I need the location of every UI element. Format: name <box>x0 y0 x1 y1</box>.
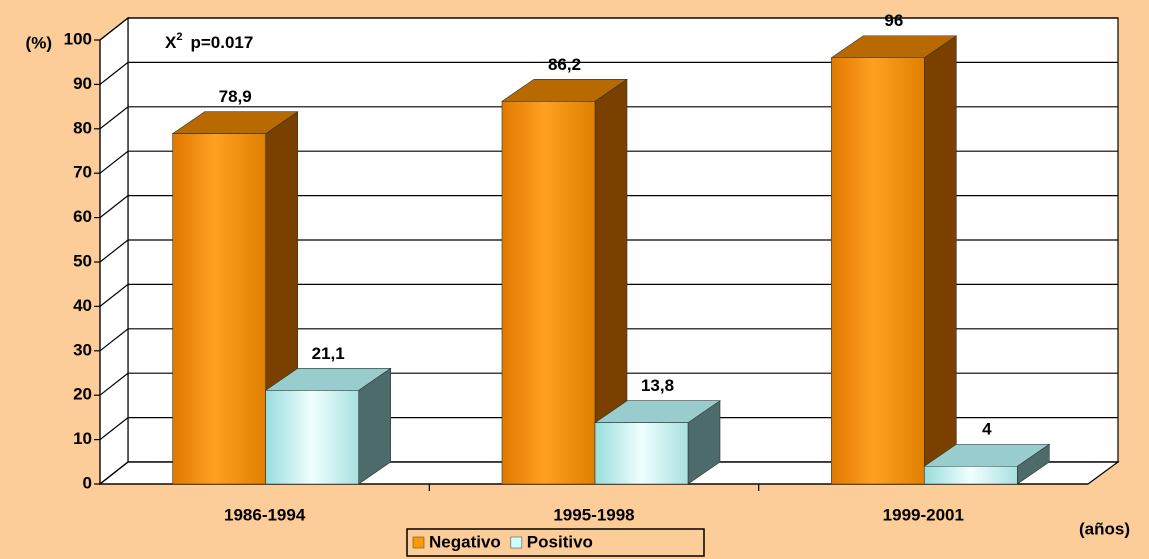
y-tick-label: 20 <box>73 385 92 404</box>
annotation-sup: 2 <box>176 31 182 43</box>
bar <box>264 367 392 485</box>
value-label: 78,9 <box>219 87 252 106</box>
value-label: 4 <box>982 420 992 439</box>
bar-front <box>594 422 689 485</box>
grid-line <box>99 461 129 485</box>
grid-line <box>99 17 129 41</box>
y-tick-label: 60 <box>73 207 92 226</box>
grid-line <box>99 372 129 396</box>
grid-line <box>99 150 129 174</box>
bar-side <box>924 35 957 485</box>
value-label: 86,2 <box>548 55 581 74</box>
grid-line <box>99 195 129 219</box>
bar-front <box>924 465 1018 485</box>
x-tick-label: 1986-1994 <box>224 505 306 524</box>
value-label: 21,1 <box>312 344 345 363</box>
grid-line <box>99 61 129 85</box>
grid-line <box>99 417 129 441</box>
y-tick-label: 10 <box>73 429 92 448</box>
grid-line <box>99 106 129 130</box>
grid-line <box>99 328 129 352</box>
bar <box>923 443 1051 485</box>
y-tick-label: 70 <box>73 163 92 182</box>
annotation-base: X <box>165 33 177 52</box>
y-tick-label: 40 <box>73 296 92 315</box>
legend-swatch <box>412 536 425 549</box>
x-axis-label: (años) <box>1079 519 1130 538</box>
y-tick-label: 100 <box>64 29 92 48</box>
bar <box>501 78 628 485</box>
bar-front <box>172 133 266 485</box>
bar-front <box>831 57 925 485</box>
annotation: X2 p=0.017 <box>165 31 253 53</box>
legend-label: Negativo <box>429 532 501 551</box>
y-tick-label: 90 <box>73 74 92 93</box>
annotation-text: p=0.017 <box>190 33 253 52</box>
grid-line <box>99 283 129 307</box>
y-axis-label: (%) <box>26 33 52 52</box>
bar <box>594 400 721 485</box>
legend <box>406 528 705 557</box>
value-label: 96 <box>884 11 903 30</box>
legend-swatch <box>510 536 523 549</box>
legend-label: Positivo <box>527 532 593 551</box>
y-tick-label: 80 <box>73 118 92 137</box>
bar <box>830 35 958 485</box>
y-tick-label: 0 <box>83 473 92 492</box>
x-tick-label: 1995-1998 <box>553 505 634 524</box>
value-label: 13,8 <box>641 376 674 395</box>
y-tick-label: 50 <box>73 251 92 270</box>
bar-front <box>265 390 359 485</box>
y-tick-label: 30 <box>73 340 92 359</box>
grid-line <box>99 239 129 263</box>
x-tick-label: 1999-2001 <box>883 505 964 524</box>
bar-front <box>501 100 596 485</box>
